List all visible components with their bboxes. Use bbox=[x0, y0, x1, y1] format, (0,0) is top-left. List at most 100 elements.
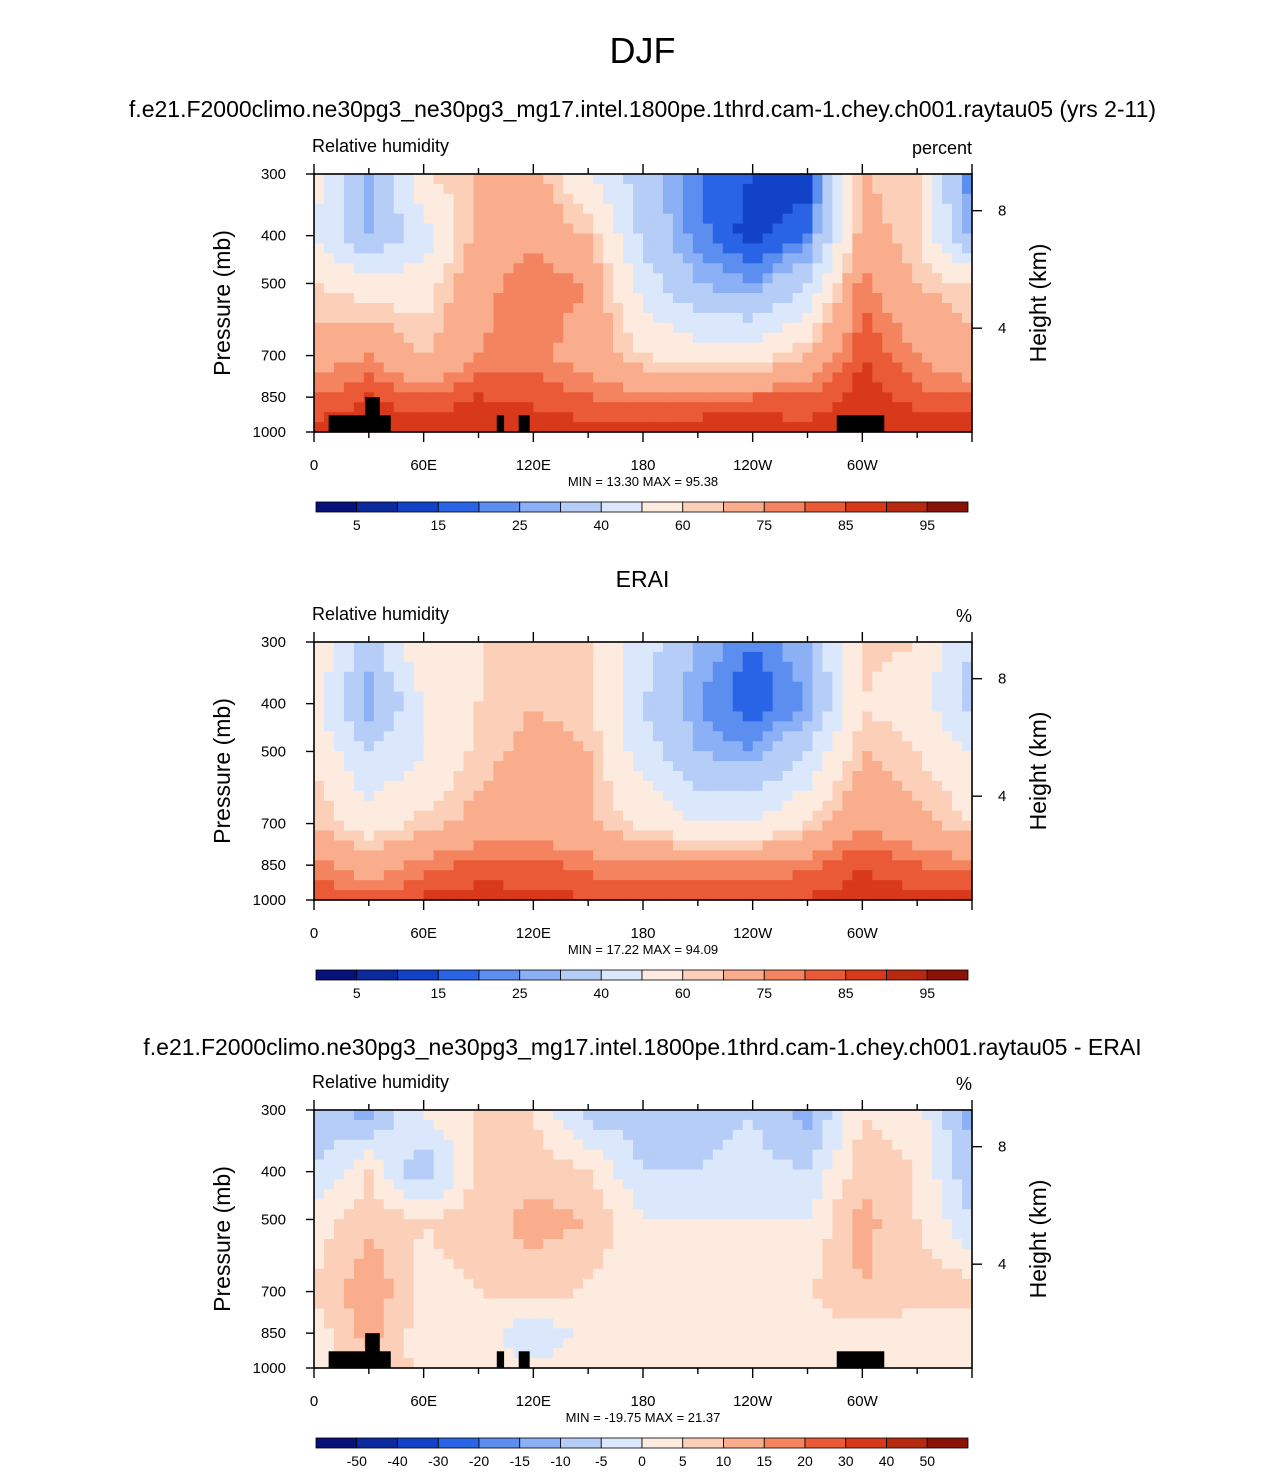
heatmap-cell bbox=[623, 1189, 634, 1200]
heatmap-cell bbox=[882, 1189, 893, 1200]
heatmap-cell bbox=[633, 332, 644, 344]
heatmap-cell bbox=[463, 1288, 475, 1300]
heatmap-cell bbox=[932, 253, 943, 264]
heatmap-cell bbox=[573, 193, 584, 205]
heatmap-cell bbox=[912, 422, 923, 433]
heatmap-cell bbox=[722, 422, 734, 433]
heatmap-cell bbox=[852, 711, 863, 722]
heatmap-cell bbox=[962, 283, 973, 294]
heatmap-cell bbox=[902, 233, 913, 245]
heatmap-cell bbox=[493, 183, 505, 195]
heatmap-cell bbox=[742, 661, 754, 673]
heatmap-cell bbox=[652, 721, 664, 732]
heatmap-cell bbox=[363, 203, 375, 215]
heatmap-cell bbox=[503, 681, 514, 693]
heatmap-cell bbox=[832, 1169, 843, 1181]
heatmap-cell bbox=[543, 243, 554, 254]
heatmap-cell bbox=[613, 880, 624, 891]
heatmap-cell bbox=[593, 671, 604, 683]
heatmap-cell bbox=[443, 1278, 455, 1290]
heatmap-cell bbox=[752, 1278, 764, 1290]
heatmap-cell bbox=[443, 721, 455, 732]
heatmap-cell bbox=[682, 800, 694, 812]
heatmap-cell bbox=[712, 1248, 724, 1260]
heatmap-cell bbox=[593, 233, 604, 245]
heatmap-cell bbox=[314, 1189, 325, 1200]
heatmap-cell bbox=[413, 253, 425, 264]
heatmap-cell bbox=[643, 840, 654, 851]
heatmap-cell bbox=[413, 1229, 425, 1240]
heatmap-cell bbox=[473, 412, 485, 423]
heatmap-cell bbox=[872, 1119, 883, 1131]
heatmap-cell bbox=[692, 392, 704, 403]
heatmap-cell bbox=[643, 1110, 654, 1121]
heatmap-cell bbox=[613, 243, 624, 254]
heatmap-cell bbox=[922, 1298, 933, 1310]
heatmap-cell bbox=[912, 731, 923, 742]
colorbar-swatch bbox=[437, 969, 480, 981]
heatmap-cell bbox=[543, 1139, 554, 1151]
heatmap-cell bbox=[752, 830, 764, 842]
heatmap-cell bbox=[832, 1288, 843, 1300]
heatmap-cell bbox=[343, 283, 355, 294]
heatmap-cell bbox=[463, 352, 475, 364]
heatmap-cell bbox=[314, 820, 325, 832]
heatmap-cell bbox=[822, 293, 834, 304]
heatmap-cell bbox=[932, 651, 943, 663]
heatmap-cell bbox=[952, 402, 963, 413]
heatmap-cell bbox=[672, 1278, 684, 1290]
heatmap-cell bbox=[363, 1139, 375, 1151]
heatmap-cell bbox=[503, 223, 514, 235]
heatmap-cell bbox=[633, 303, 644, 314]
heatmap-cell bbox=[682, 790, 694, 802]
heatmap-cell bbox=[593, 880, 604, 891]
heatmap-cell bbox=[333, 830, 345, 842]
heatmap-cell bbox=[842, 1139, 853, 1151]
heatmap-cell bbox=[712, 1239, 724, 1250]
heatmap-cell bbox=[553, 701, 564, 713]
heatmap-cell bbox=[413, 243, 425, 254]
heatmap-cell bbox=[423, 1308, 435, 1319]
heatmap-cell bbox=[752, 1298, 764, 1310]
heatmap-cell bbox=[862, 382, 873, 393]
heatmap-cell bbox=[573, 312, 584, 324]
heatmap-cell bbox=[682, 332, 694, 344]
heatmap-cell bbox=[393, 392, 405, 403]
heatmap-cell bbox=[493, 671, 505, 683]
heatmap-cell bbox=[393, 820, 405, 832]
heatmap-cell bbox=[623, 283, 634, 294]
heatmap-cell bbox=[962, 830, 973, 842]
heatmap-cell bbox=[443, 701, 455, 713]
heatmap-cell bbox=[802, 213, 814, 225]
heatmap-cell bbox=[623, 751, 634, 762]
heatmap-cell bbox=[323, 1288, 335, 1300]
heatmap-cell bbox=[603, 203, 614, 215]
heatmap-cell bbox=[882, 253, 893, 264]
heatmap-cell bbox=[872, 322, 883, 334]
heatmap-cell bbox=[832, 193, 843, 205]
heatmap-cell bbox=[443, 1229, 455, 1240]
heatmap-cell bbox=[892, 203, 903, 215]
heatmap-cell bbox=[453, 840, 465, 851]
heatmap-cell bbox=[473, 731, 485, 742]
heatmap-cell bbox=[453, 830, 465, 842]
heatmap-cell bbox=[563, 293, 574, 304]
heatmap-cell bbox=[343, 183, 355, 195]
lon-tick-label: 60W bbox=[847, 457, 879, 474]
heatmap-cell bbox=[932, 1189, 943, 1200]
heatmap-cell bbox=[583, 1239, 594, 1250]
heatmap-cell bbox=[762, 213, 774, 225]
heatmap-cell bbox=[832, 761, 843, 772]
y-axis-label: Pressure (mb) bbox=[209, 230, 235, 376]
heatmap-cell bbox=[533, 642, 544, 653]
heatmap-cell bbox=[343, 810, 355, 822]
colorbar-swatch bbox=[315, 501, 358, 513]
heatmap-cell bbox=[493, 1239, 505, 1250]
heatmap-cell bbox=[852, 1258, 863, 1270]
heatmap-cell bbox=[852, 1248, 863, 1260]
heatmap-cell bbox=[513, 412, 524, 423]
heatmap-cell bbox=[493, 741, 505, 752]
heatmap-cell bbox=[314, 771, 325, 782]
heatmap-cell bbox=[383, 642, 395, 653]
heatmap-cell bbox=[523, 1239, 534, 1250]
